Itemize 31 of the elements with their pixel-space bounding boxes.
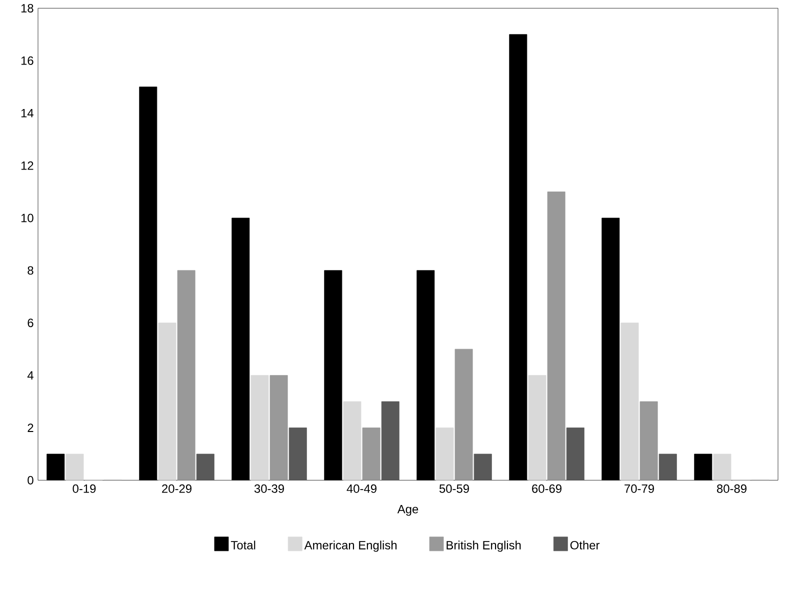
bar	[436, 427, 454, 480]
bar	[713, 454, 732, 480]
bar	[250, 375, 269, 480]
legend-label: British English	[446, 540, 521, 552]
y-tick-label: 16	[21, 56, 34, 65]
y-tick-label: 14	[21, 108, 34, 118]
x-tick-label: 80-89	[716, 484, 746, 493]
bar	[343, 401, 362, 480]
y-tick-label: 4	[27, 371, 34, 380]
x-tick-label: 60-69	[532, 484, 562, 493]
y-tick-label: 6	[28, 318, 34, 327]
bar	[528, 375, 546, 480]
bar	[66, 454, 84, 480]
x-tick-label: 70-79	[624, 484, 654, 493]
y-tick-label: 10	[21, 214, 34, 222]
y-tick-label: 8	[28, 266, 34, 275]
legend-label: Total	[230, 540, 256, 550]
y-tick-label: 12	[21, 161, 34, 170]
x-tick-label: 50-59	[439, 484, 469, 493]
y-tick-label: 2	[28, 423, 34, 432]
x-axis-title: Age	[397, 504, 418, 516]
legend-label: American English	[304, 540, 397, 552]
legend-label: Other	[570, 540, 600, 550]
bar	[620, 322, 639, 480]
y-tick-label: 18	[21, 4, 34, 12]
x-tick-label: 40-49	[346, 484, 376, 493]
bar	[158, 322, 176, 480]
x-tick-label: 20-29	[162, 484, 192, 493]
x-tick-label: 30-39	[254, 484, 284, 493]
x-tick-label: 0-19	[72, 484, 96, 493]
y-tick-label: 0	[28, 476, 34, 484]
